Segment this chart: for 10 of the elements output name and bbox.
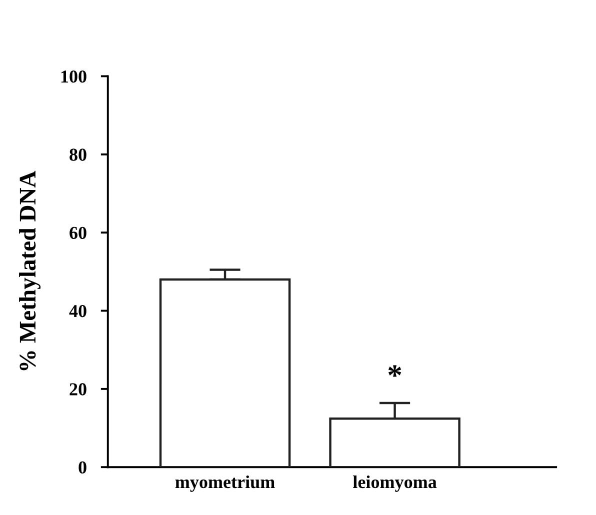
x-tick-label: leiomyoma: [353, 475, 437, 492]
y-tick-label: 40: [69, 305, 86, 318]
y-axis-title: % Methylated DNA: [19, 170, 41, 370]
y-tick-label: 20: [70, 383, 86, 396]
x-tick-label: myometrium: [175, 475, 275, 492]
y-tick-label: 0: [78, 461, 86, 474]
annotation: *: [388, 365, 402, 377]
y-tick-label: 60: [70, 226, 86, 240]
y-tick-label: 100: [61, 70, 86, 83]
y-tick-label: 80: [70, 148, 86, 161]
